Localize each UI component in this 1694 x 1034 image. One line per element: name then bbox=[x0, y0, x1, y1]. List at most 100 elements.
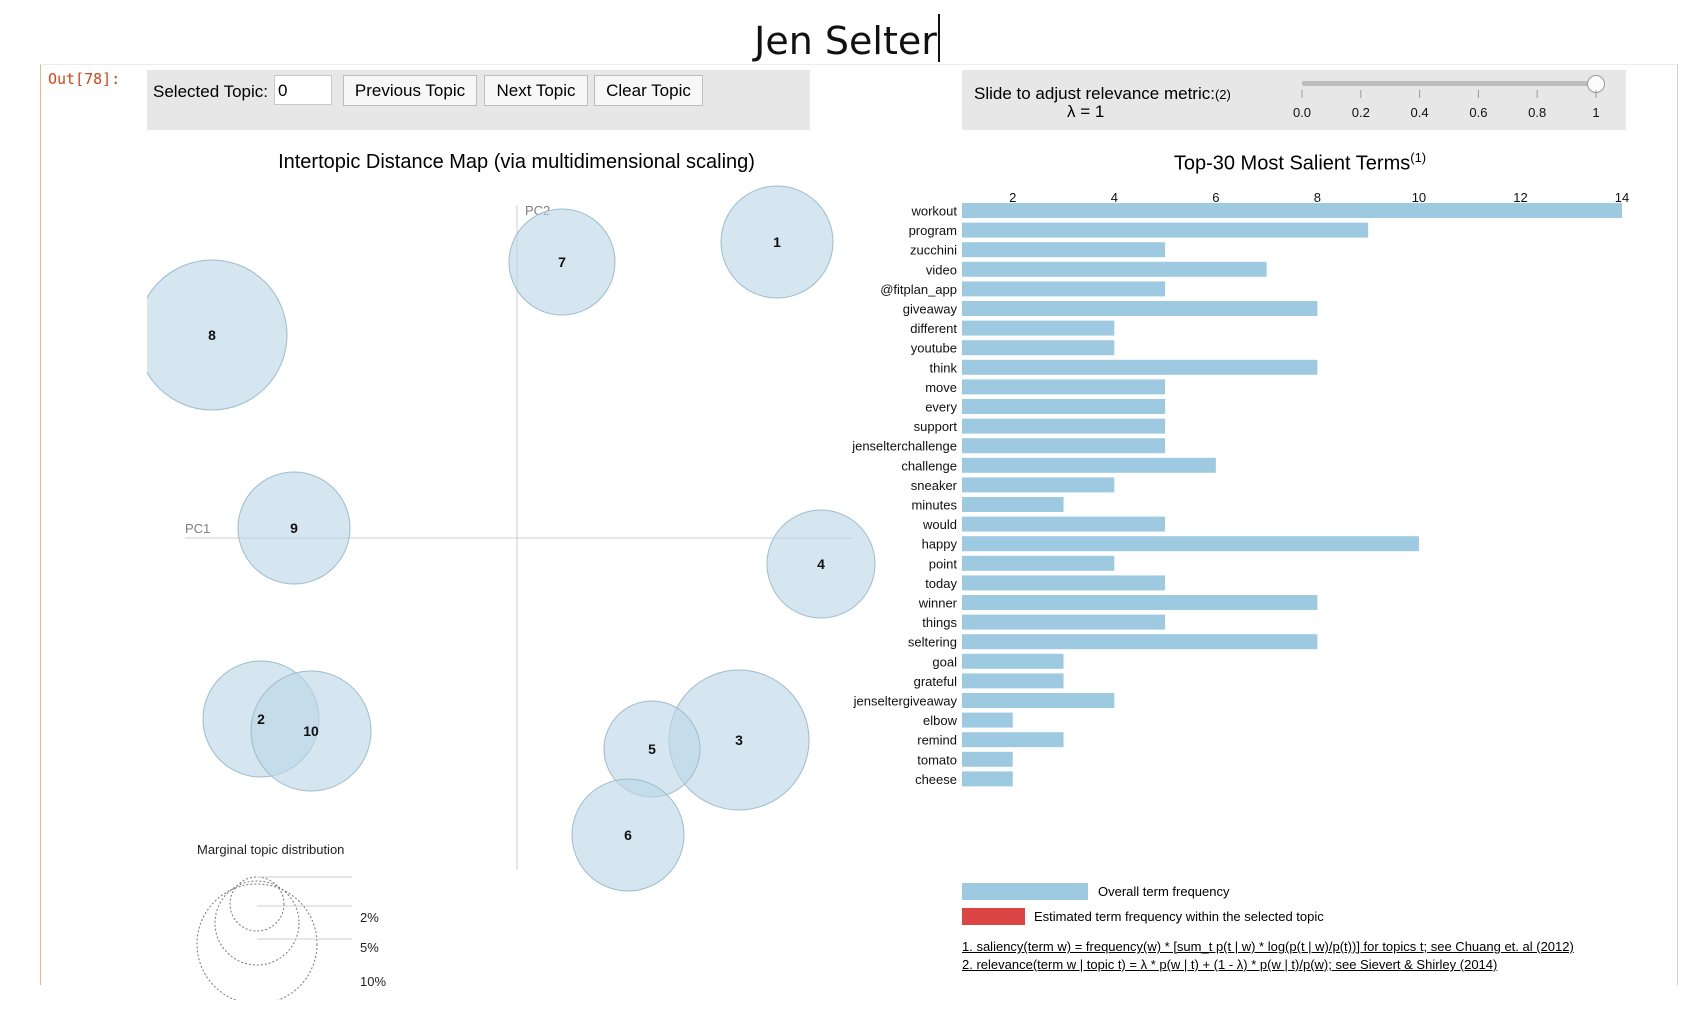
term-bar[interactable] bbox=[962, 418, 1166, 434]
topic-circle-8[interactable] bbox=[147, 259, 288, 411]
relevance-slider[interactable]: 0.0 0.2 0.4 0.6 0.8 1 bbox=[1282, 70, 1622, 130]
relevance-footnote[interactable]: 2. relevance(term w | topic t) = λ * p(w… bbox=[962, 957, 1498, 972]
topic-label-8: 8 bbox=[208, 327, 216, 343]
term-label[interactable]: point bbox=[929, 556, 958, 571]
previous-topic-button[interactable]: Previous Topic bbox=[343, 75, 477, 106]
topic-circle-9[interactable] bbox=[237, 471, 351, 585]
topic-circle-7[interactable] bbox=[508, 208, 616, 316]
term-label[interactable]: goal bbox=[932, 654, 957, 669]
term-bar[interactable] bbox=[962, 477, 1115, 493]
term-bar[interactable] bbox=[962, 634, 1318, 650]
salient-terms-chart: 2 4 6 8 10 12 14 workout program zucchini video @f… bbox=[851, 190, 1629, 787]
relevance-footnote-marker: (2) bbox=[1214, 87, 1231, 102]
term-bar[interactable] bbox=[962, 203, 1622, 218]
term-bar[interactable] bbox=[962, 320, 1115, 336]
term-label[interactable]: workout bbox=[910, 204, 957, 219]
term-bar[interactable] bbox=[962, 653, 1064, 669]
term-label[interactable]: winner bbox=[918, 596, 958, 611]
term-bar[interactable] bbox=[962, 457, 1216, 473]
term-bar[interactable] bbox=[962, 732, 1064, 748]
selected-topic-label: Selected Topic: bbox=[153, 82, 268, 101]
term-label[interactable]: every bbox=[925, 400, 957, 415]
clear-topic-button[interactable]: Clear Topic bbox=[594, 75, 703, 106]
next-topic-button[interactable]: Next Topic bbox=[484, 75, 588, 106]
legend-circle-5 bbox=[214, 880, 300, 966]
term-label[interactable]: move bbox=[925, 380, 957, 395]
term-label[interactable]: happy bbox=[922, 537, 958, 552]
x-tick-label: 10 bbox=[1412, 190, 1426, 205]
term-label[interactable]: challenge bbox=[901, 458, 957, 473]
term-bar[interactable] bbox=[962, 379, 1166, 395]
term-label[interactable]: program bbox=[909, 223, 957, 238]
topic-toolbar: Selected Topic: 0 Previous Topic Next To… bbox=[147, 70, 810, 130]
legend-overall-swatch bbox=[962, 883, 1088, 900]
term-bar[interactable] bbox=[962, 516, 1166, 532]
bar-chart-title-note: (1) bbox=[1410, 150, 1427, 165]
topic-circle-6[interactable] bbox=[571, 778, 685, 892]
slider-handle[interactable] bbox=[1587, 75, 1605, 93]
document-title: Jen Selter bbox=[0, 14, 1694, 63]
topic-circle-1[interactable] bbox=[720, 185, 834, 299]
topic-label-9: 9 bbox=[290, 520, 298, 536]
term-bar[interactable] bbox=[962, 712, 1013, 728]
term-label[interactable]: sneaker bbox=[911, 478, 958, 493]
term-label[interactable]: @fitplan_app bbox=[880, 282, 957, 297]
slider-tick-label: 0.0 bbox=[1293, 105, 1311, 120]
bar-chart-title-text: Top-30 Most Salient Terms bbox=[1173, 152, 1411, 175]
term-bar[interactable] bbox=[962, 693, 1115, 708]
term-bar[interactable] bbox=[962, 281, 1166, 297]
term-bar[interactable] bbox=[962, 595, 1318, 610]
term-label[interactable]: minutes bbox=[911, 498, 957, 513]
term-label[interactable]: tomato bbox=[917, 752, 957, 767]
selected-topic-input[interactable]: 0 bbox=[274, 75, 332, 105]
x-tick-label: 8 bbox=[1314, 190, 1321, 205]
topic-label-2: 2 bbox=[257, 711, 265, 727]
map-title: Intertopic Distance Map (via multidimens… bbox=[278, 151, 755, 173]
term-label[interactable]: seltering bbox=[908, 635, 957, 650]
term-bar[interactable] bbox=[962, 575, 1166, 591]
term-bar[interactable] bbox=[962, 359, 1318, 375]
term-bar[interactable] bbox=[962, 771, 1013, 787]
term-label[interactable]: cheese bbox=[915, 772, 957, 787]
term-label[interactable]: youtube bbox=[911, 341, 957, 356]
term-label[interactable]: grateful bbox=[914, 674, 957, 689]
term-bar[interactable] bbox=[962, 497, 1064, 512]
term-label[interactable]: think bbox=[930, 360, 958, 375]
term-label[interactable]: things bbox=[922, 615, 957, 630]
term-label[interactable]: remind bbox=[917, 733, 957, 748]
topic-circle-4[interactable] bbox=[766, 509, 876, 619]
term-bar[interactable] bbox=[962, 222, 1369, 238]
term-label[interactable]: would bbox=[922, 517, 957, 532]
term-label[interactable]: elbow bbox=[923, 713, 958, 728]
term-bar[interactable] bbox=[962, 614, 1166, 630]
saliency-footnote[interactable]: 1. saliency(term w) = frequency(w) * [su… bbox=[962, 939, 1574, 954]
term-bar[interactable] bbox=[962, 555, 1115, 571]
term-label[interactable]: video bbox=[926, 262, 957, 277]
term-bar[interactable] bbox=[962, 536, 1419, 552]
term-bar[interactable] bbox=[962, 340, 1115, 356]
slider-track[interactable] bbox=[1302, 81, 1596, 86]
topic-circle-10[interactable] bbox=[250, 670, 372, 792]
term-bar[interactable] bbox=[962, 673, 1064, 689]
term-label[interactable]: jenselterchallenge bbox=[851, 439, 957, 454]
term-bar[interactable] bbox=[962, 301, 1318, 316]
term-label[interactable]: support bbox=[914, 419, 958, 434]
term-bar[interactable] bbox=[962, 751, 1013, 767]
legend-selected-label: Estimated term frequency within the sele… bbox=[1034, 909, 1324, 924]
slider-tick-label: 0.6 bbox=[1469, 105, 1487, 120]
legend-circle-10 bbox=[196, 883, 318, 1000]
term-bar[interactable] bbox=[962, 261, 1267, 277]
legend-selected-swatch bbox=[962, 908, 1025, 925]
term-bar[interactable] bbox=[962, 438, 1166, 454]
cell-prompt: Out[78]: bbox=[48, 70, 121, 88]
term-bar[interactable] bbox=[962, 399, 1166, 414]
slider-tick-label: 0.4 bbox=[1411, 105, 1429, 120]
topic-label-4: 4 bbox=[817, 556, 825, 572]
output-cell bbox=[40, 64, 1678, 985]
term-label[interactable]: giveaway bbox=[903, 302, 958, 317]
term-label[interactable]: different bbox=[910, 321, 957, 336]
term-bar[interactable] bbox=[962, 242, 1166, 258]
term-label[interactable]: jenseltergiveaway bbox=[853, 694, 958, 709]
term-label[interactable]: zucchini bbox=[910, 243, 957, 258]
term-label[interactable]: today bbox=[925, 576, 957, 591]
